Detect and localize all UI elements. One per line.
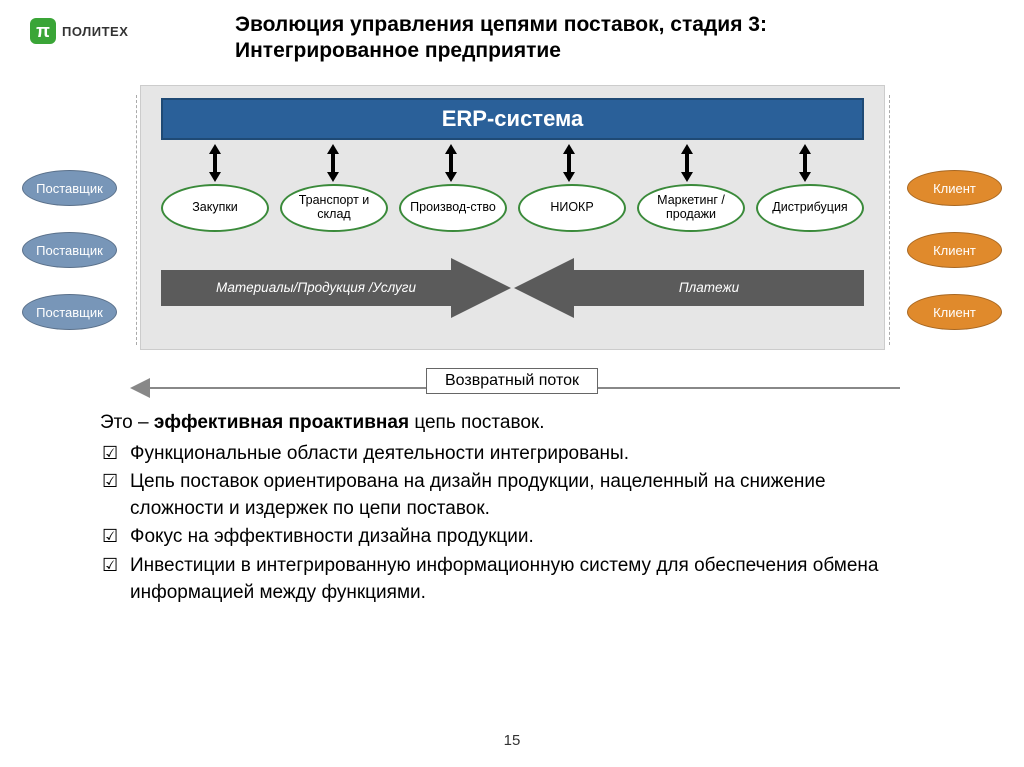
logo-text: ПОЛИТЕХ [62, 24, 128, 39]
page-number: 15 [504, 732, 521, 749]
materials-flow-arrow: Материалы/Продукция /Услуги [161, 258, 511, 318]
logo: π ПОЛИТЕХ [30, 18, 128, 44]
erp-bar: ERP-система [161, 98, 864, 140]
diagram-container: ERP-система Закупки Транспорт и склад Пр… [140, 85, 885, 350]
bullet-item: Цепь поставок ориентирована на дизайн пр… [100, 469, 920, 522]
intro-suffix: цепь поставок. [409, 412, 544, 433]
bullet-item: Инвестиции в интегрированную информацион… [100, 553, 920, 606]
logo-pi-icon: π [30, 18, 56, 44]
payments-flow-arrow: Платежи [514, 258, 864, 318]
module-procurement: Закупки [161, 184, 269, 232]
bullet-item: Функциональные области деятельности инте… [100, 441, 920, 468]
supplier-node: Поставщик [22, 294, 117, 330]
client-node: Клиент [907, 170, 1002, 206]
intro-bold: эффективная проактивная [154, 412, 409, 433]
supplier-node: Поставщик [22, 170, 117, 206]
description-text: Это – эффективная проактивная цепь поста… [100, 410, 920, 608]
bullet-list: Функциональные области деятельности инте… [100, 441, 920, 607]
sync-arrow-icon [207, 144, 223, 182]
payments-flow-label: Платежи [534, 280, 884, 296]
sync-arrow-icon [797, 144, 813, 182]
sync-arrow-icon [679, 144, 695, 182]
divider-left [136, 95, 137, 345]
client-node: Клиент [907, 294, 1002, 330]
module-row: Закупки Транспорт и склад Производ-ство … [161, 184, 864, 232]
intro-line: Это – эффективная проактивная цепь поста… [100, 410, 920, 437]
module-distribution: Дистрибуция [756, 184, 864, 232]
module-marketing: Маркетинг /продажи [637, 184, 745, 232]
sync-arrow-icon [561, 144, 577, 182]
supplier-node: Поставщик [22, 232, 117, 268]
client-node: Клиент [907, 232, 1002, 268]
intro-prefix: Это – [100, 412, 154, 433]
sync-arrow-icon [325, 144, 341, 182]
module-transport: Транспорт и склад [280, 184, 388, 232]
sync-arrow-icon [443, 144, 459, 182]
return-flow-label: Возвратный поток [426, 368, 598, 394]
materials-flow-label: Материалы/Продукция /Услуги [141, 280, 491, 296]
divider-right [889, 95, 890, 345]
page-title: Эволюция управления цепями поставок, ста… [235, 12, 885, 65]
module-production: Производ-ство [399, 184, 507, 232]
bullet-item: Фокус на эффективности дизайна продукции… [100, 524, 920, 551]
module-rnd: НИОКР [518, 184, 626, 232]
